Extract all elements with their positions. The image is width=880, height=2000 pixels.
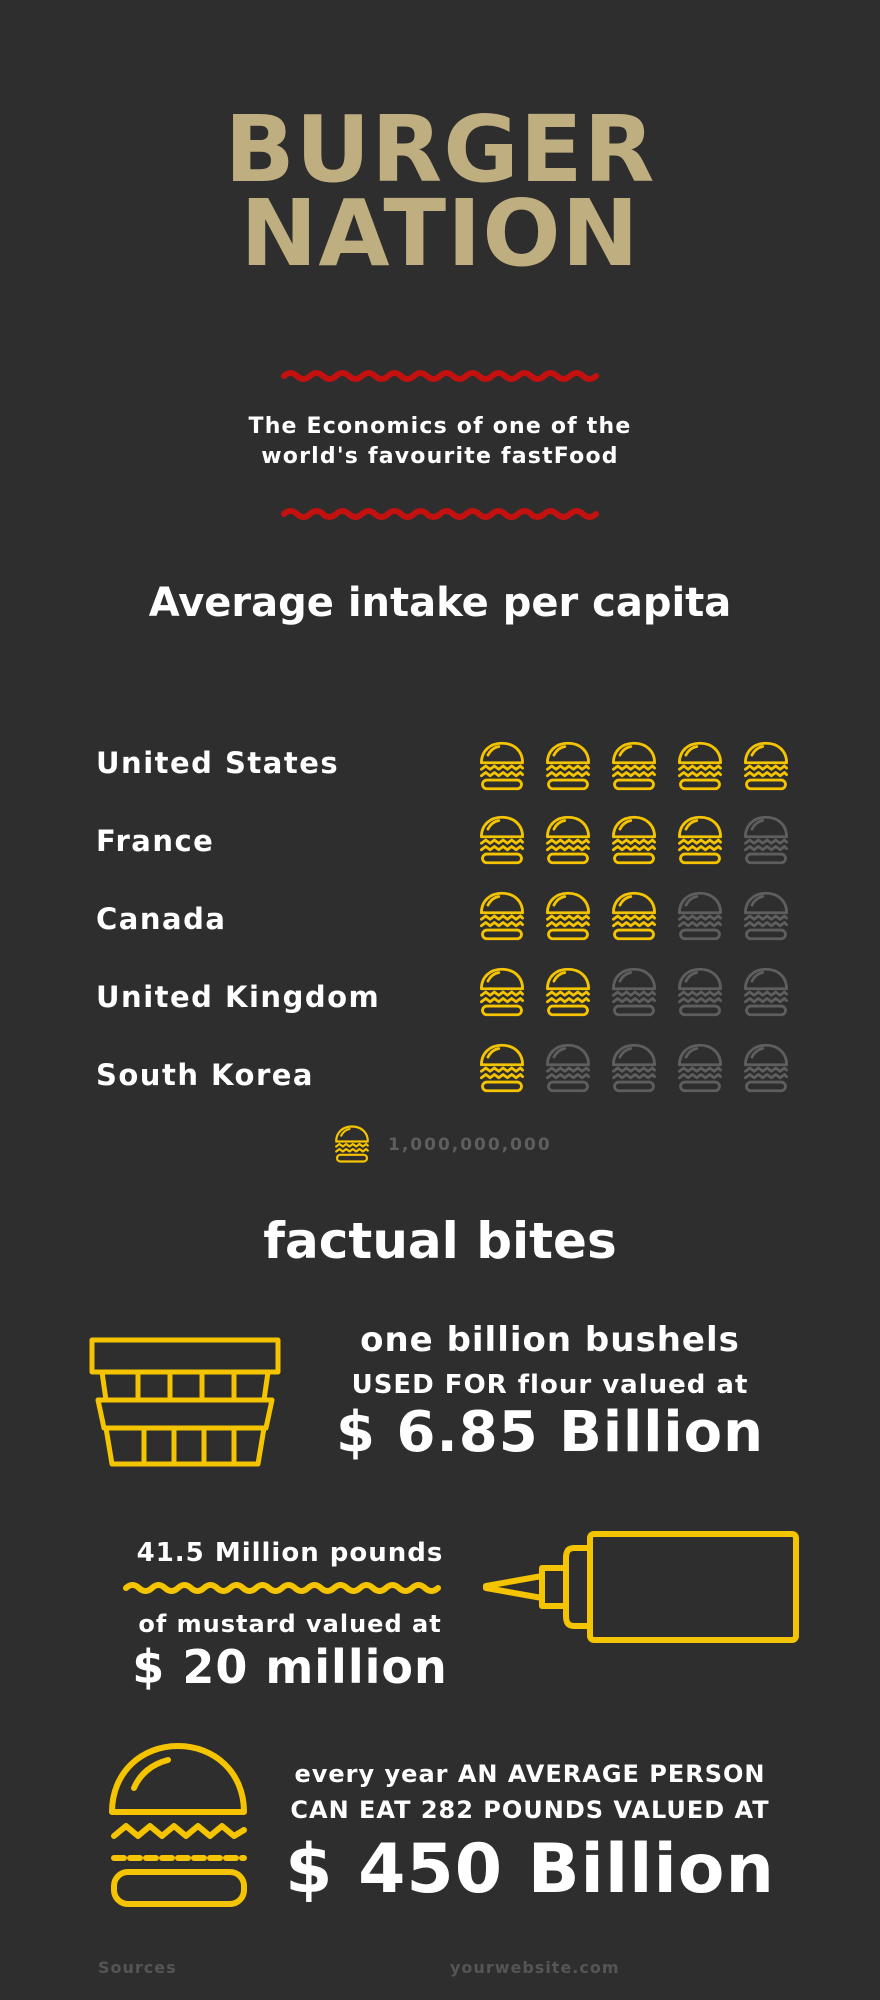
country-label-france: France — [96, 824, 215, 858]
burger-icon-filled — [480, 815, 524, 865]
country-label-united-states: United States — [96, 746, 340, 780]
fact2-value: $ 20 million — [132, 1640, 448, 1694]
mustard-wave-divider — [123, 1582, 441, 1594]
burger-row-united-states — [476, 740, 806, 796]
burger-icon-empty — [678, 1043, 722, 1093]
burger-row-canada — [476, 890, 806, 946]
burger-icon-empty — [744, 815, 788, 865]
burger-icon-filled — [480, 891, 524, 941]
footer-sources: Sources — [98, 1958, 177, 1977]
intake-section-title: Average intake per capita — [148, 580, 732, 626]
burger-icon-filled — [546, 815, 590, 865]
fact3-line1: every year AN AVERAGE PERSON — [294, 1760, 766, 1788]
burger-icon-empty — [744, 891, 788, 941]
legend-burger-icon — [335, 1125, 369, 1163]
burger-icon-filled — [546, 967, 590, 1017]
burger-row-united-kingdom — [476, 966, 806, 1022]
burger-icon-filled — [546, 741, 590, 791]
factual-bites-title: factual bites — [263, 1212, 617, 1270]
burger-icon-filled — [612, 741, 656, 791]
burger-icon-filled — [546, 891, 590, 941]
bushel-basket-icon — [89, 1337, 281, 1467]
fact1-value: $ 6.85 Billion — [336, 1400, 764, 1465]
burger-icon-empty — [546, 1043, 590, 1093]
country-label-canada: Canada — [96, 902, 227, 936]
burger-icon-empty — [744, 1043, 788, 1093]
red-wave-divider-bottom — [281, 508, 599, 520]
red-wave-divider-top — [281, 370, 599, 382]
burger-icon-filled — [678, 741, 722, 791]
country-label-south-korea: South Korea — [96, 1058, 314, 1092]
fact1-line1: one billion bushels — [360, 1320, 740, 1360]
burger-icon-filled — [678, 815, 722, 865]
burger-icon-filled — [612, 815, 656, 865]
subtitle-line-1: The Economics of one of the — [248, 414, 632, 439]
footer-website: yourwebsite.com — [450, 1958, 620, 1977]
fact2-line1: 41.5 Million pounds — [136, 1538, 444, 1568]
title-line-2: NATION — [240, 180, 640, 287]
fact3-line2: CAN EAT 282 POUNDS VALUED AT — [290, 1796, 770, 1824]
burger-icon-empty — [612, 967, 656, 1017]
fact2-line2: of mustard valued at — [138, 1610, 442, 1638]
burger-icon-filled — [480, 1043, 524, 1093]
large-burger-icon — [109, 1743, 247, 1907]
subtitle-line-2: world's favourite fastFood — [261, 444, 619, 469]
mustard-bottle-icon — [483, 1531, 799, 1643]
country-label-united-kingdom: United Kingdom — [96, 980, 381, 1014]
burger-row-south-korea — [476, 1042, 806, 1098]
burger-icon-empty — [612, 1043, 656, 1093]
burger-icon-filled — [744, 741, 788, 791]
burger-icon-empty — [744, 967, 788, 1017]
burger-row-france — [476, 814, 806, 870]
fact3-value: $ 450 Billion — [285, 1830, 775, 1909]
fact1-line2: USED FOR flour valued at — [351, 1370, 749, 1400]
legend-value: 1,000,000,000 — [388, 1135, 552, 1155]
burger-icon-filled — [480, 741, 524, 791]
title-line-1: BURGER — [224, 96, 656, 203]
burger-icon-filled — [612, 891, 656, 941]
burger-icon-filled — [480, 967, 524, 1017]
burger-icon-empty — [678, 891, 722, 941]
burger-icon-empty — [678, 967, 722, 1017]
